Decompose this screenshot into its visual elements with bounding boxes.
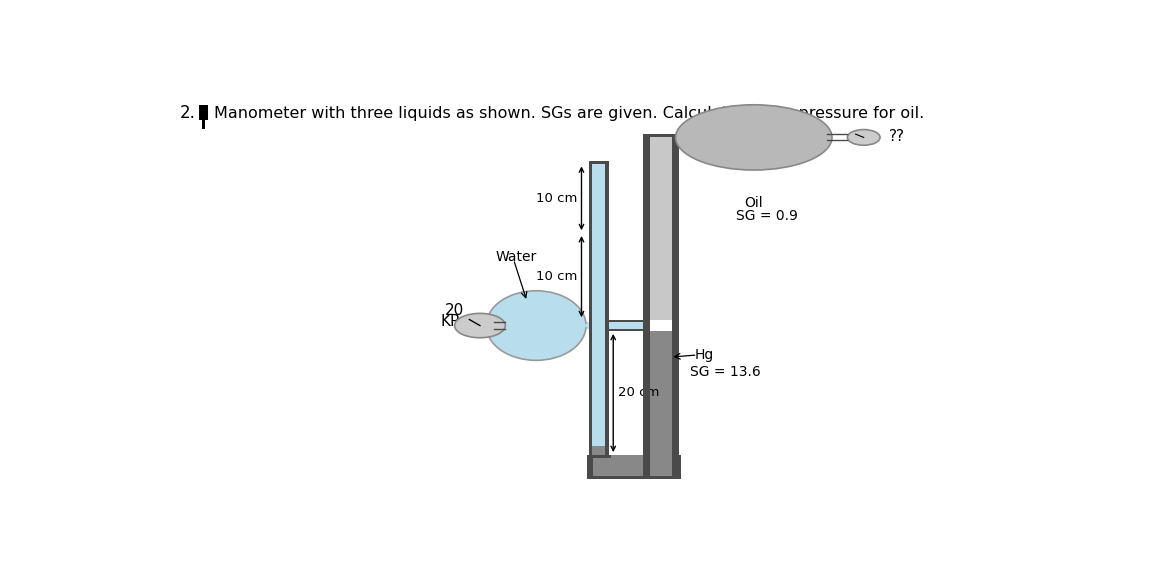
Ellipse shape bbox=[675, 105, 832, 170]
Text: Oil: Oil bbox=[745, 195, 763, 210]
Bar bbox=[581, 324, 589, 327]
Bar bbox=[592, 455, 672, 476]
Bar bbox=[651, 331, 672, 455]
Bar bbox=[587, 455, 611, 458]
Text: 10 cm: 10 cm bbox=[536, 270, 577, 283]
Bar bbox=[608, 320, 644, 322]
Bar bbox=[672, 137, 680, 479]
Text: 20: 20 bbox=[445, 303, 464, 318]
Bar bbox=[589, 161, 608, 163]
Bar bbox=[581, 322, 589, 329]
Bar bbox=[644, 134, 680, 137]
Bar bbox=[199, 105, 208, 120]
Bar bbox=[592, 163, 605, 446]
Bar bbox=[587, 476, 681, 479]
Text: ??: ?? bbox=[889, 129, 906, 144]
Bar bbox=[605, 320, 608, 331]
Circle shape bbox=[847, 129, 880, 145]
Bar bbox=[589, 320, 592, 331]
Bar bbox=[605, 163, 608, 455]
Text: 10 cm: 10 cm bbox=[536, 192, 577, 205]
Bar bbox=[608, 329, 644, 331]
Text: Hg: Hg bbox=[695, 348, 714, 362]
Bar bbox=[201, 119, 205, 129]
Bar bbox=[651, 137, 672, 320]
Text: KPa: KPa bbox=[441, 314, 468, 329]
Bar bbox=[587, 455, 593, 479]
Bar bbox=[644, 137, 651, 479]
Text: SG = 13.6: SG = 13.6 bbox=[690, 366, 760, 379]
Text: 2.: 2. bbox=[180, 105, 197, 123]
Bar bbox=[675, 455, 681, 479]
Text: 20 cm: 20 cm bbox=[618, 386, 659, 399]
Bar bbox=[592, 446, 605, 455]
Bar bbox=[680, 129, 684, 137]
Text: SG = 0.9: SG = 0.9 bbox=[736, 208, 798, 223]
Bar bbox=[605, 320, 651, 331]
Text: Water: Water bbox=[495, 250, 537, 264]
Circle shape bbox=[454, 314, 505, 338]
Text: Manometer with three liquids as shown. SGs are given. Calculate gauge pressure f: Manometer with three liquids as shown. S… bbox=[214, 106, 924, 121]
Bar bbox=[589, 163, 592, 455]
Ellipse shape bbox=[487, 291, 586, 360]
